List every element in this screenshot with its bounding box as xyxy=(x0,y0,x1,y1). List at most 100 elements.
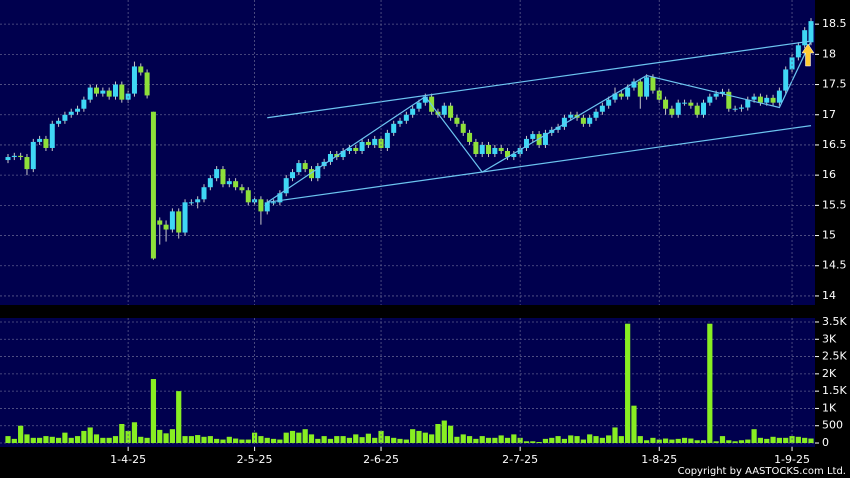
trend-line xyxy=(266,40,812,203)
volume-bar xyxy=(74,436,81,444)
y-tick-label: 16 xyxy=(822,168,836,181)
volume-bar xyxy=(688,438,694,444)
candle-body xyxy=(454,117,460,124)
y-tick-label: 500 xyxy=(822,419,843,432)
volume-bar xyxy=(460,434,466,444)
volume-bar xyxy=(163,433,169,444)
candle-body xyxy=(701,102,707,115)
volume-bar xyxy=(536,441,542,444)
candle-body xyxy=(302,163,308,170)
x-tick-label: 2-6-25 xyxy=(363,453,399,466)
y-tick-label: 0 xyxy=(822,436,829,449)
volume-bar xyxy=(283,432,289,444)
volume-bar xyxy=(188,436,194,444)
volume-bar xyxy=(492,437,498,444)
volume-bar xyxy=(353,434,359,444)
price-panel xyxy=(0,0,815,305)
candle-body xyxy=(738,107,744,109)
volume-bar xyxy=(327,438,334,444)
y-tick-label: 18.5 xyxy=(822,17,847,30)
candle-body xyxy=(264,202,270,212)
candle-body xyxy=(808,21,814,43)
candle-body xyxy=(663,99,669,109)
volume-bar xyxy=(719,436,726,444)
volume-bar xyxy=(435,424,441,444)
volume-bar xyxy=(593,436,599,444)
candle-body xyxy=(492,147,498,155)
candle-body xyxy=(315,166,321,179)
volume-bar xyxy=(365,433,372,444)
candle-body xyxy=(795,45,801,58)
candle-body xyxy=(365,141,371,145)
candle-body xyxy=(776,90,782,103)
candle-body xyxy=(18,155,24,158)
candle-body xyxy=(587,117,593,124)
candle-body xyxy=(372,138,378,145)
candle-body xyxy=(119,84,125,100)
volume-bar xyxy=(504,437,511,444)
volume-bar xyxy=(346,437,353,444)
volume-bar xyxy=(378,430,384,444)
volume-bar xyxy=(119,424,125,444)
candle-body xyxy=(391,123,397,133)
volume-bar xyxy=(808,438,814,444)
volume-bar xyxy=(106,437,112,444)
volume-bar xyxy=(454,436,460,444)
candle-body xyxy=(644,77,650,97)
volume-bar xyxy=(618,436,624,444)
volume-bar xyxy=(517,437,523,444)
volume-bar xyxy=(125,430,131,444)
candle-body xyxy=(593,111,599,118)
volume-bar xyxy=(555,436,561,444)
y-tick-label: 3.5K xyxy=(822,315,847,328)
candle-body xyxy=(637,81,643,97)
candle-body xyxy=(505,150,511,158)
volume-bar xyxy=(169,429,175,444)
volume-bar xyxy=(5,436,11,444)
volume-bar xyxy=(251,432,258,444)
candle-body xyxy=(606,99,612,106)
candle-body xyxy=(100,90,106,94)
candle-body xyxy=(176,211,182,233)
volume-bar xyxy=(429,434,435,444)
volume-bar xyxy=(233,438,239,444)
volume-bar xyxy=(485,437,492,444)
volume-bar xyxy=(321,436,327,444)
candle-body xyxy=(555,126,561,130)
candle-body xyxy=(138,66,144,73)
candle-body xyxy=(751,96,757,100)
volume-bar xyxy=(37,437,43,444)
candle-body xyxy=(422,96,428,103)
volume-bar xyxy=(466,436,473,444)
volume-bar xyxy=(644,440,650,444)
volume-bar xyxy=(264,437,270,444)
x-tick-label: 2-5-25 xyxy=(237,453,273,466)
candle-body xyxy=(764,97,770,103)
candle-body xyxy=(131,66,137,94)
candle-body xyxy=(75,108,81,112)
candle-body xyxy=(618,93,624,97)
candle-body xyxy=(789,57,795,70)
volume-bar xyxy=(669,439,675,444)
volume-bar xyxy=(245,439,251,444)
candle-body xyxy=(511,154,517,158)
volume-bar xyxy=(93,434,100,444)
volume-bar xyxy=(441,420,447,444)
volume-bar xyxy=(568,435,574,444)
candle-body xyxy=(81,99,87,109)
y-tick-label: 17.5 xyxy=(822,78,847,91)
candle-body xyxy=(346,147,352,151)
candle-body xyxy=(707,96,713,103)
candle-body xyxy=(201,187,207,200)
volume-bar xyxy=(776,437,782,444)
candle-body xyxy=(580,117,586,124)
candle-body xyxy=(448,105,454,118)
volume-bar xyxy=(549,437,555,444)
volume-bar xyxy=(738,440,745,444)
candle-body xyxy=(182,202,188,233)
volume-bar xyxy=(157,429,163,444)
volume-bar xyxy=(681,437,688,444)
volume-bar xyxy=(637,436,643,444)
volume-bar xyxy=(732,441,738,444)
